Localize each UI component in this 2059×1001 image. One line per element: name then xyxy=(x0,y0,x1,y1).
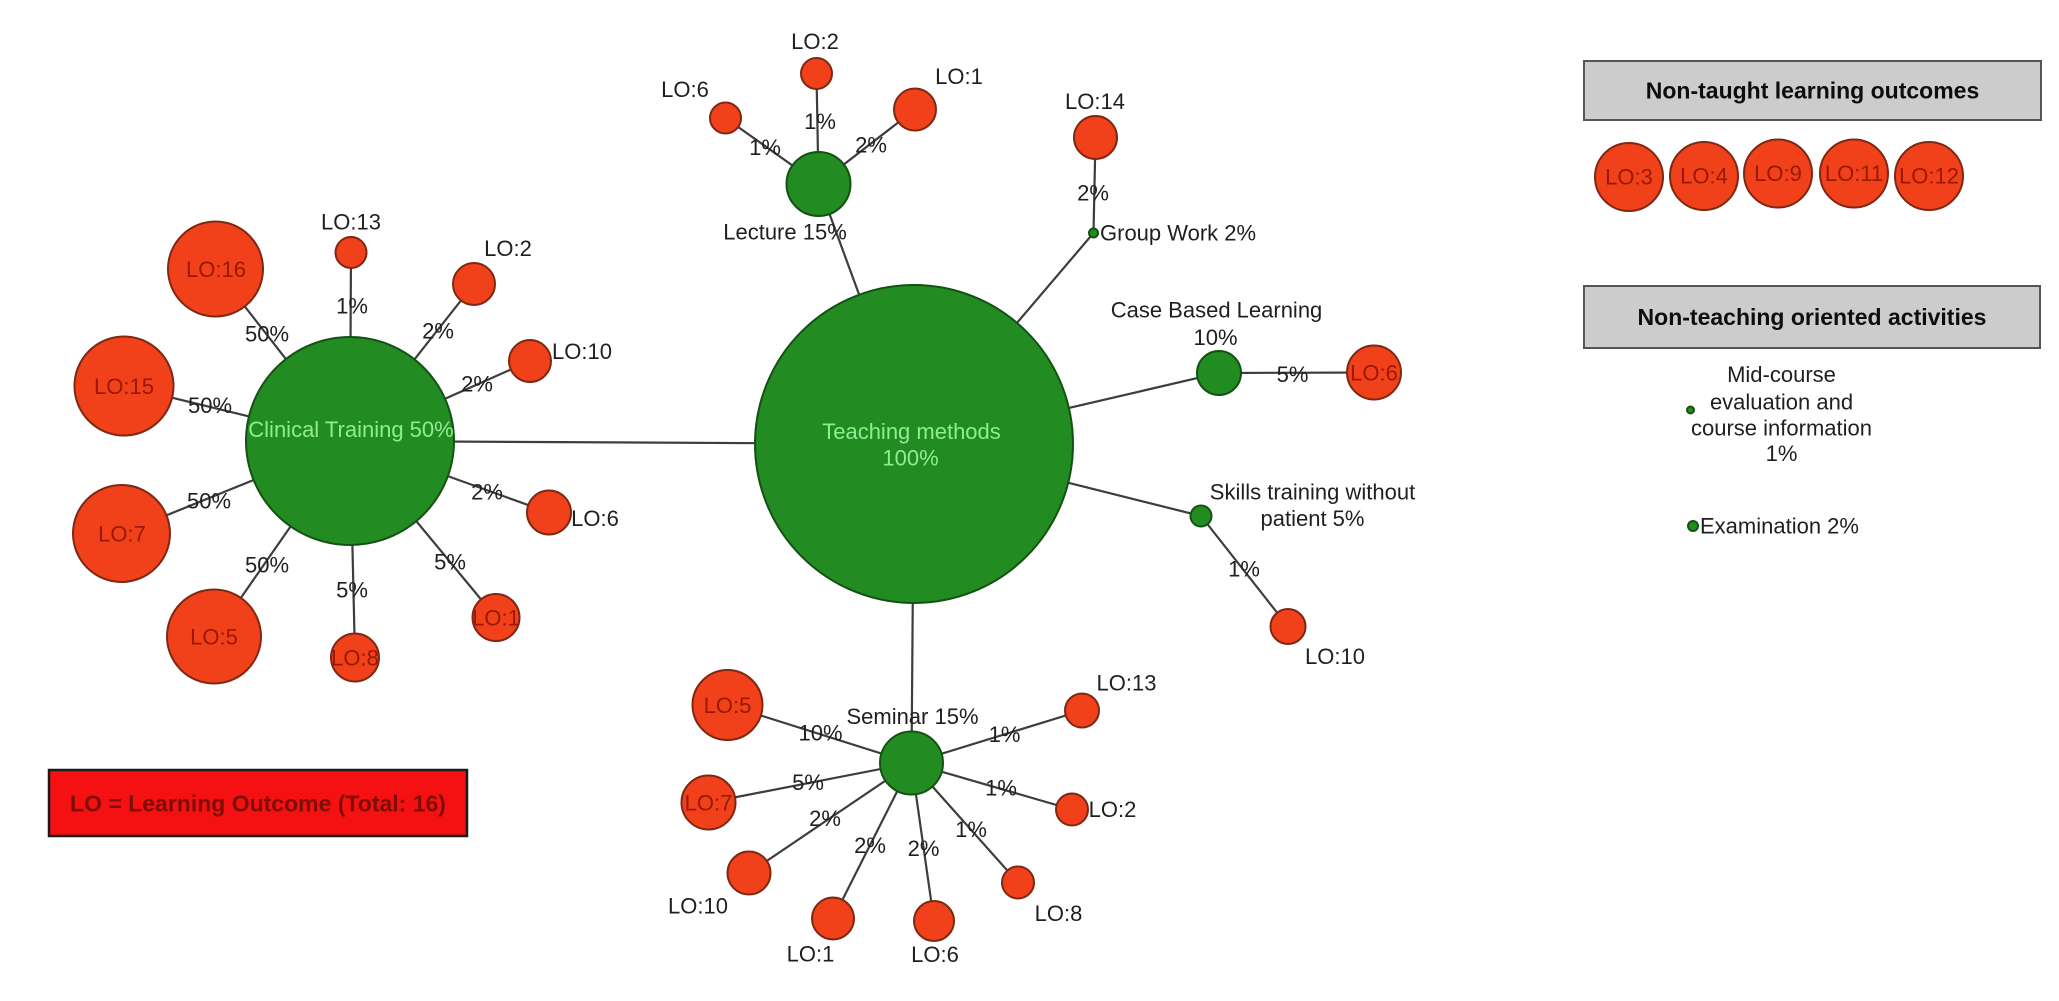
svg-text:50%: 50% xyxy=(245,553,289,578)
svg-text:LO:12: LO:12 xyxy=(1899,164,1959,189)
svg-text:5%: 5% xyxy=(336,578,368,603)
svg-text:2%: 2% xyxy=(461,372,493,397)
svg-text:Seminar 15%: Seminar 15% xyxy=(846,704,978,729)
svg-text:LO:5: LO:5 xyxy=(704,693,752,718)
svg-text:1%: 1% xyxy=(1228,557,1260,582)
svg-text:1%: 1% xyxy=(989,722,1021,747)
svg-text:2%: 2% xyxy=(1077,181,1109,206)
svg-text:10%: 10% xyxy=(1193,325,1237,350)
svg-text:LO:7: LO:7 xyxy=(685,791,733,816)
svg-text:LO:2: LO:2 xyxy=(791,29,839,54)
svg-text:LO:3: LO:3 xyxy=(1605,165,1653,190)
svg-text:Non-taught learning outcomes: Non-taught learning outcomes xyxy=(1646,78,1980,104)
svg-text:LO:6: LO:6 xyxy=(1350,361,1398,386)
svg-text:Lecture 15%: Lecture 15% xyxy=(723,220,847,245)
svg-text:LO:5: LO:5 xyxy=(190,625,238,650)
svg-text:2%: 2% xyxy=(908,836,940,861)
svg-text:2%: 2% xyxy=(471,480,503,505)
svg-text:LO:14: LO:14 xyxy=(1065,89,1125,114)
svg-text:1%: 1% xyxy=(955,817,987,842)
svg-text:LO:7: LO:7 xyxy=(98,522,146,547)
svg-text:LO:6: LO:6 xyxy=(571,506,619,531)
svg-text:2%: 2% xyxy=(809,806,841,831)
svg-text:LO:15: LO:15 xyxy=(94,374,154,399)
svg-text:5%: 5% xyxy=(434,550,466,575)
svg-text:5%: 5% xyxy=(1277,362,1309,387)
svg-text:LO:13: LO:13 xyxy=(1097,671,1157,696)
svg-text:Examination 2%: Examination 2% xyxy=(1700,514,1859,539)
svg-text:50%: 50% xyxy=(188,393,232,418)
svg-text:1%: 1% xyxy=(804,109,836,134)
svg-text:LO:8: LO:8 xyxy=(331,646,379,671)
svg-text:1%: 1% xyxy=(336,294,368,319)
svg-text:LO:2: LO:2 xyxy=(484,236,532,261)
svg-text:50%: 50% xyxy=(187,489,231,514)
svg-text:LO:16: LO:16 xyxy=(186,257,246,282)
svg-text:LO:13: LO:13 xyxy=(321,210,381,235)
svg-text:100%: 100% xyxy=(882,446,938,471)
svg-text:10%: 10% xyxy=(798,721,842,746)
svg-text:LO:10: LO:10 xyxy=(552,339,612,364)
svg-text:LO:8: LO:8 xyxy=(1035,901,1083,926)
svg-text:LO:1: LO:1 xyxy=(787,942,835,967)
svg-text:LO:1: LO:1 xyxy=(472,606,520,631)
svg-text:LO:1: LO:1 xyxy=(935,64,983,89)
svg-text:LO:10: LO:10 xyxy=(668,894,728,919)
svg-text:Case Based Learning: Case Based Learning xyxy=(1111,298,1323,323)
svg-text:LO:10: LO:10 xyxy=(1305,644,1365,669)
svg-text:50%: 50% xyxy=(245,322,289,347)
svg-text:course information: course information xyxy=(1691,416,1872,441)
svg-text:5%: 5% xyxy=(792,770,824,795)
svg-text:patient 5%: patient 5% xyxy=(1261,506,1365,531)
svg-text:LO:9: LO:9 xyxy=(1754,161,1802,186)
svg-text:LO:4: LO:4 xyxy=(1680,164,1728,189)
svg-text:evaluation and: evaluation and xyxy=(1710,390,1853,415)
svg-text:Non-teaching oriented activiti: Non-teaching oriented activities xyxy=(1638,304,1987,330)
svg-text:Skills training without: Skills training without xyxy=(1210,480,1415,505)
svg-text:LO:6: LO:6 xyxy=(661,77,709,102)
svg-text:1%: 1% xyxy=(749,135,781,160)
svg-text:LO = Learning Outcome (Total:: LO = Learning Outcome (Total: 16) xyxy=(70,791,446,817)
svg-text:Clinical Training 50%: Clinical Training 50% xyxy=(248,417,453,442)
svg-text:Group Work 2%: Group Work 2% xyxy=(1100,221,1256,246)
svg-text:1%: 1% xyxy=(1766,441,1798,466)
svg-text:2%: 2% xyxy=(854,833,886,858)
svg-text:1%: 1% xyxy=(985,776,1017,801)
svg-text:LO:2: LO:2 xyxy=(1089,797,1137,822)
svg-text:LO:6: LO:6 xyxy=(911,942,959,967)
svg-text:Mid-course: Mid-course xyxy=(1727,362,1836,387)
svg-text:2%: 2% xyxy=(855,133,887,158)
svg-text:Teaching methods: Teaching methods xyxy=(822,419,1001,444)
svg-text:2%: 2% xyxy=(422,319,454,344)
svg-text:LO:11: LO:11 xyxy=(1825,161,1883,186)
